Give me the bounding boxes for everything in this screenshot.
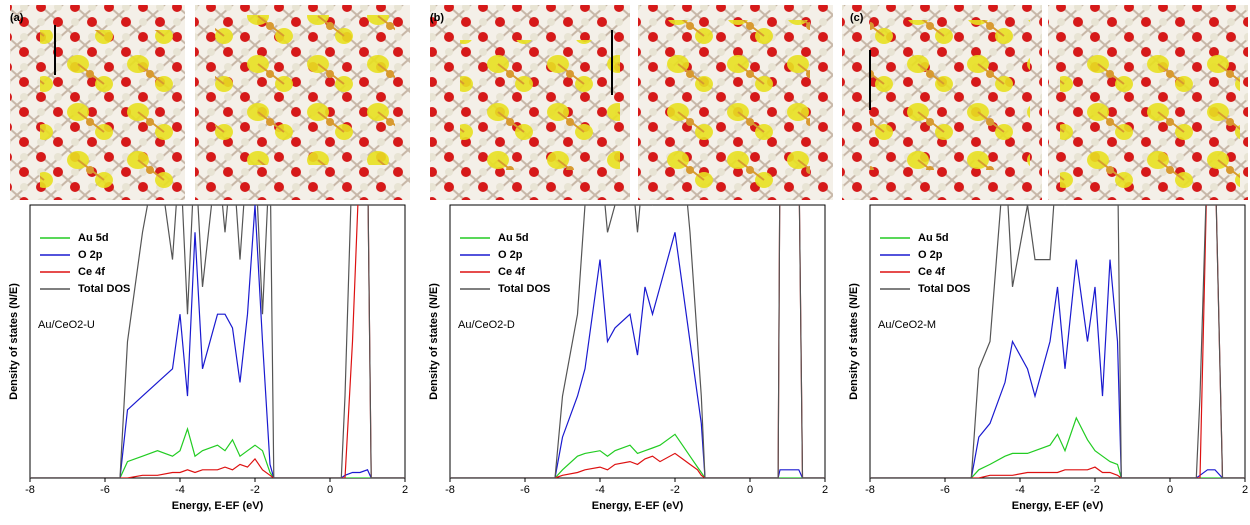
legend-label: Ce 4f: [78, 266, 105, 278]
x-tick-label: -2: [1090, 484, 1100, 496]
x-tick-label: -2: [250, 484, 260, 496]
x-tick-label: -8: [865, 484, 875, 496]
legend-label: O 2p: [78, 249, 103, 261]
plot-frame: [450, 205, 825, 478]
x-tick-label: 2: [402, 484, 408, 496]
panel-label: (b): [430, 12, 444, 24]
plot-frame: [30, 205, 405, 478]
structure-images: [10, 5, 1248, 200]
y-axis-label: Density of states (N/E): [8, 283, 20, 400]
x-tick-label: -8: [25, 484, 35, 496]
x-axis-label: Energy, E-EF (eV): [592, 500, 684, 512]
y-axis-label: Density of states (N/E): [848, 283, 860, 400]
x-tick-label: -6: [520, 484, 530, 496]
legend-label: Au 5d: [78, 232, 109, 244]
y-axis-label: Density of states (N/E): [428, 283, 440, 400]
x-tick-label: -4: [175, 484, 185, 496]
x-tick-label: 0: [327, 484, 333, 496]
x-tick-label: -8: [445, 484, 455, 496]
legend-label: Au 5d: [918, 232, 949, 244]
legend-label: O 2p: [918, 249, 943, 261]
x-tick-label: 2: [1242, 484, 1248, 496]
legend-label: Ce 4f: [918, 266, 945, 278]
figure: (a) -8 -6 -4 -2 0 2 Energy, E-EF (eV) Density of…: [0, 0, 1250, 525]
plot-frame: [870, 205, 1245, 478]
legend-label: O 2p: [498, 249, 523, 261]
panel-label: (a): [10, 12, 24, 24]
x-tick-label: -4: [1015, 484, 1025, 496]
legend-label: Ce 4f: [498, 266, 525, 278]
panel-label: (c): [850, 12, 864, 24]
x-axis-label: Energy, E-EF (eV): [1012, 500, 1104, 512]
x-axis-label: Energy, E-EF (eV): [172, 500, 264, 512]
annotation: Au/CeO2-D: [458, 319, 515, 331]
x-tick-label: -6: [100, 484, 110, 496]
annotation: Au/CeO2-U: [38, 319, 95, 331]
x-tick-label: 2: [822, 484, 828, 496]
x-tick-label: -4: [595, 484, 605, 496]
legend-label: Au 5d: [498, 232, 529, 244]
legend-label: Total DOS: [918, 283, 970, 295]
legend-label: Total DOS: [498, 283, 550, 295]
annotation: Au/CeO2-M: [878, 319, 936, 331]
x-tick-label: 0: [747, 484, 753, 496]
x-tick-label: -2: [670, 484, 680, 496]
legend-label: Total DOS: [78, 283, 130, 295]
x-tick-label: 0: [1167, 484, 1173, 496]
x-tick-label: -6: [940, 484, 950, 496]
